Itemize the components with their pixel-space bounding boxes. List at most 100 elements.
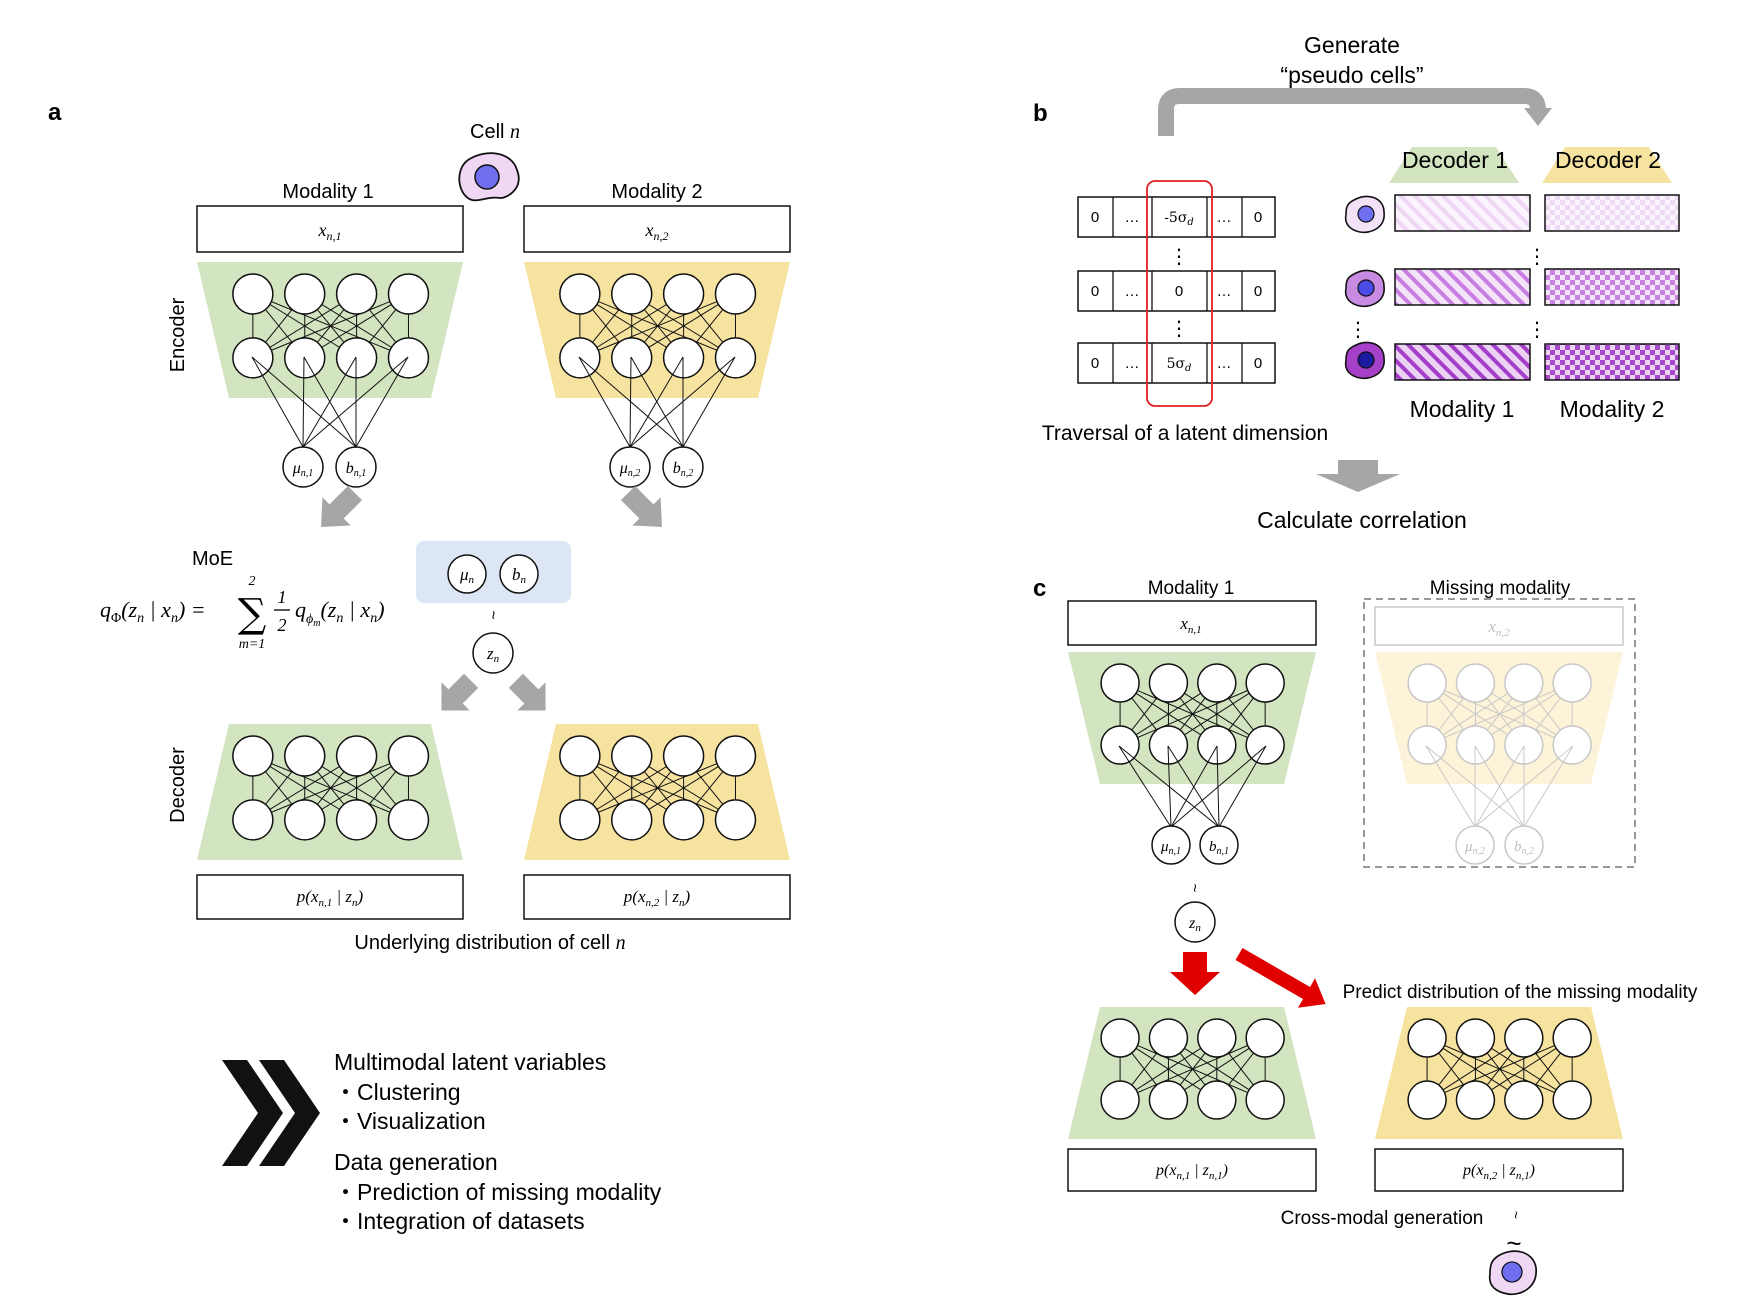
network-node (335, 735, 378, 777)
traversal-highlight (1146, 180, 1213, 407)
missing-modality-frame (1363, 598, 1636, 868)
network-node (1407, 663, 1447, 703)
red-arrow-diagonal (1235, 947, 1326, 1008)
network-node (1552, 1080, 1592, 1120)
mod1-bar-dark (1394, 343, 1531, 381)
vec-cell: 0 (1091, 283, 1099, 300)
moe-frac-den: 2 (278, 615, 287, 635)
network-node (1245, 1018, 1285, 1058)
network-node (610, 735, 653, 777)
vec-cell-pos: 5σd (1167, 356, 1192, 374)
mu-n-label: μn (459, 565, 475, 586)
vec-cell: 0 (1091, 355, 1099, 372)
c-z-n-node (1174, 901, 1216, 943)
network-node (662, 273, 705, 315)
c-output-box-2 (1374, 1148, 1624, 1192)
summary-item-integration: ・Integration of datasets (334, 1208, 585, 1234)
network-node (1197, 1018, 1237, 1058)
network-node (1407, 1018, 1447, 1058)
summary-item-clustering: ・Clustering (334, 1079, 461, 1105)
network-node (1100, 725, 1140, 765)
calculate-correlation-text: Calculate correlation (1257, 507, 1467, 533)
fan-edge (1474, 745, 1574, 828)
fan-edge (251, 356, 304, 448)
fan-edge (629, 356, 632, 448)
fan-edge (1170, 745, 1267, 828)
network-edge (1426, 682, 1573, 746)
mod2-bar-light (1544, 194, 1680, 232)
latent-vector-pos: 0 … 5σd … 0 (1077, 342, 1276, 384)
vec-cell: … (1125, 209, 1140, 226)
b-decoder1-shape (1389, 147, 1519, 183)
gray-arrow-4 (508, 673, 546, 711)
network-node (232, 735, 274, 777)
c-b-n1-node (1199, 825, 1239, 865)
network-node (1148, 1080, 1189, 1120)
network-node (232, 799, 274, 841)
network-node (1455, 1080, 1496, 1120)
a-sample-tilde: ~ (484, 610, 501, 619)
crossmodal-text: Cross-modal generation (1281, 1208, 1484, 1229)
network-edge (579, 755, 736, 821)
panel-c-label: c (1033, 575, 1046, 602)
c-missing-title: Missing modality (1430, 578, 1571, 599)
b-n-label: bn (512, 565, 527, 586)
generate-line-1: Generate (1304, 32, 1400, 58)
moe-title: MoE (192, 548, 233, 570)
vec-cell-zero: 0 (1175, 283, 1183, 300)
network-edge (1119, 682, 1266, 746)
generate-arrow-head (1524, 108, 1552, 126)
moe-lhs: qΦ(zn | xn) = (100, 597, 206, 626)
c-generate-tilde: ~ (1508, 1211, 1524, 1219)
network-node (1552, 1018, 1592, 1058)
vec-cell: 0 (1254, 209, 1262, 226)
moe-rhs: qϕm(zn | xn) (295, 597, 385, 629)
moe-sum-sign: ∑ (238, 591, 267, 637)
panel-a: a Cell n Modality 1 Modality 2 xn,1 xn,2… (48, 99, 791, 954)
c-b-n2-label: bn,2 (1514, 839, 1534, 857)
b-n-node (499, 554, 539, 594)
mu-n1-label: μn,1 (292, 460, 314, 479)
fan-edge (1118, 745, 1172, 828)
predict-text: Predict distribution of the missing moda… (1343, 982, 1698, 1003)
network-node (283, 735, 326, 777)
c-mu-n2-node-missing (1455, 825, 1495, 865)
mod2-bar-medium (1544, 268, 1680, 306)
pseudo-cell-2-icon (1344, 269, 1385, 308)
network-node (559, 273, 601, 315)
fan-edge (1170, 745, 1218, 828)
b-modality1-label: Modality 1 (1410, 396, 1515, 422)
network-node (1455, 1018, 1496, 1058)
z-n-label: zn (486, 644, 500, 665)
b-n1-label: bn,1 (346, 460, 367, 479)
mod2-bar-dark (1544, 343, 1680, 381)
c-encoder-network-1 (1068, 652, 1316, 784)
network-node (1148, 1018, 1189, 1058)
network-node (559, 735, 601, 777)
panel-a-label: a (48, 99, 62, 126)
network-edge (579, 293, 736, 359)
moe-sum-bottom: m=1 (239, 637, 266, 652)
network-node (714, 273, 757, 315)
c-input-box-2-missing (1374, 606, 1624, 646)
network-node (662, 337, 705, 379)
b-n1-node (335, 446, 377, 488)
c-b-n2-node-missing (1504, 825, 1544, 865)
network-node (1407, 1080, 1447, 1120)
a-modality2-title: Modality 2 (611, 181, 702, 203)
moe-frac-num: 1 (278, 587, 287, 607)
fan-edge (302, 356, 357, 448)
fan-edge (302, 356, 305, 448)
mu-n2-label: μn,2 (619, 460, 641, 479)
panel-b: b Generate “pseudo cells” Decoder 1 Deco… (1033, 32, 1680, 533)
c-decoder-network-1 (1068, 1007, 1316, 1139)
panel-c: c Modality 1 Missing modality xn,1 xn,2 … (1033, 575, 1698, 1296)
b-decoder2-shape (1542, 147, 1672, 183)
gray-arrow-1 (321, 485, 363, 527)
network-node (610, 273, 653, 315)
network-edge (252, 293, 409, 359)
c-modality1-title: Modality 1 (1148, 578, 1235, 599)
a-output-box-1 (196, 874, 464, 920)
fan-edge (1523, 745, 1574, 828)
